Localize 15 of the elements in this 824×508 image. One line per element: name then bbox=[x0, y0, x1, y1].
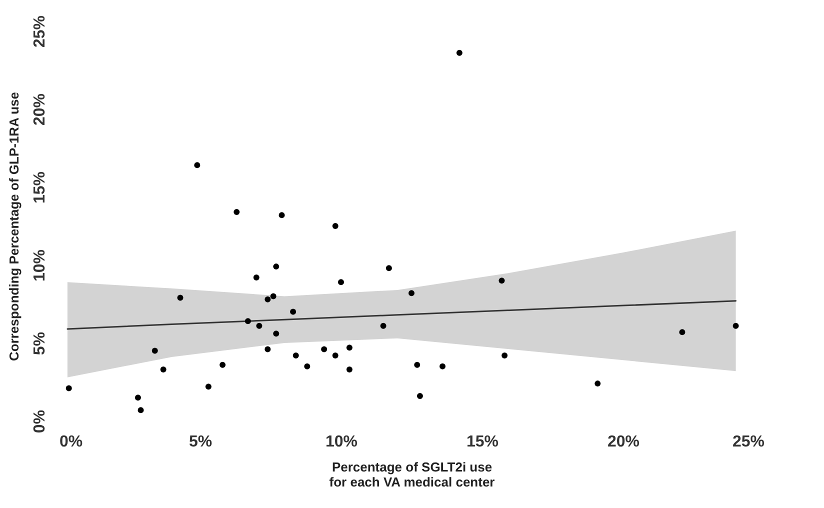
x-tick-label: 10% bbox=[325, 434, 358, 450]
x-tick-label: 5% bbox=[188, 434, 212, 450]
y-tick-label: 25% bbox=[32, 15, 48, 48]
y-tick-label: 10% bbox=[32, 249, 48, 282]
x-tick-label: 25% bbox=[732, 434, 764, 450]
line-series bbox=[66, 300, 737, 330]
y-tick-label: 5% bbox=[32, 332, 48, 356]
y-tick-label: 15% bbox=[32, 171, 48, 204]
y-tick-label: 20% bbox=[32, 93, 48, 126]
x-axis-title: Percentage of SGLT2i use for each VA medical center bbox=[329, 460, 495, 490]
x-tick-label: 15% bbox=[466, 434, 499, 450]
x-tick-label: 20% bbox=[607, 434, 640, 450]
y-tick-label: 0% bbox=[32, 410, 48, 434]
x-tick-label: 0% bbox=[60, 434, 83, 450]
y-axis-title: Corresponding Percentage of GLP-1RA use bbox=[6, 92, 22, 361]
